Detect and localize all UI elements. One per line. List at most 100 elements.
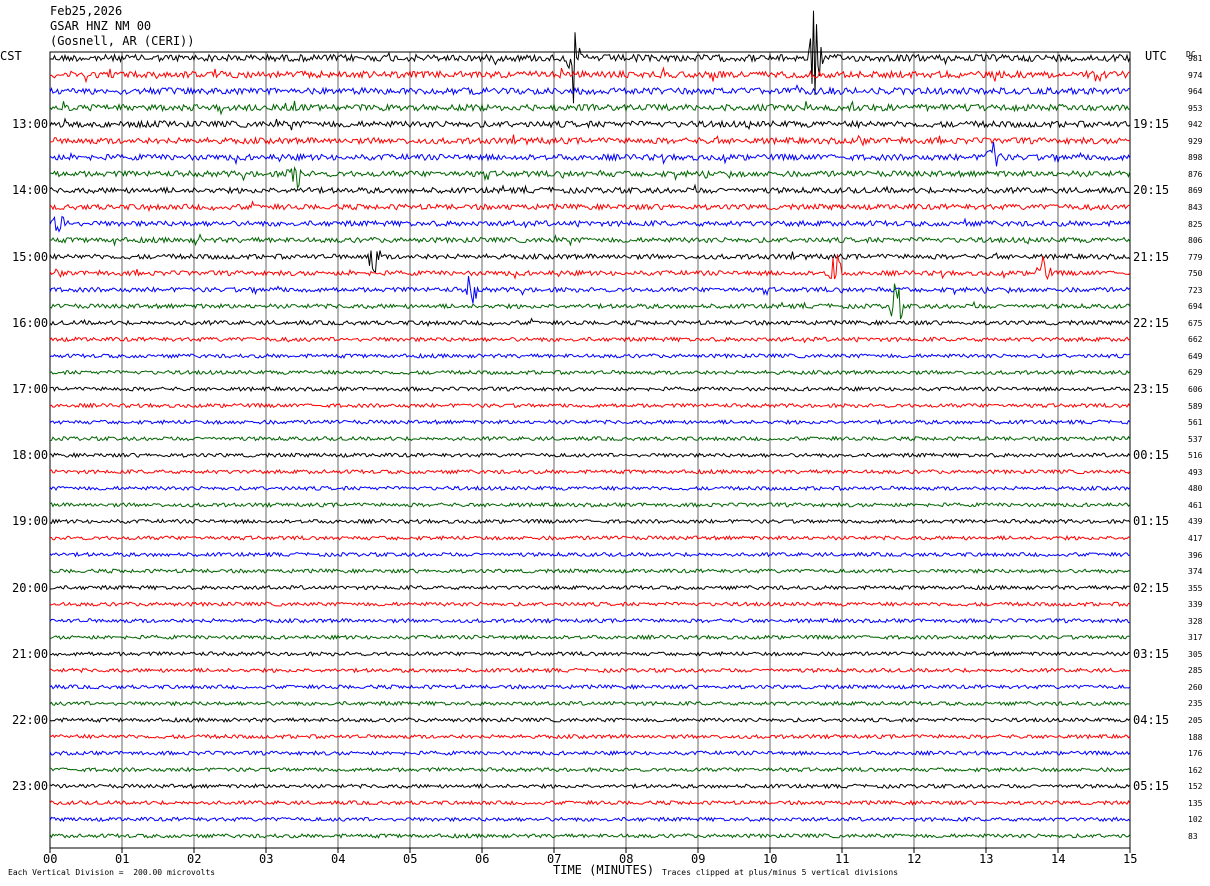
left-timezone-label: CST xyxy=(0,49,22,63)
dc-value-label: 305 xyxy=(1188,649,1203,659)
trace-line xyxy=(49,766,1131,773)
trace-line xyxy=(49,385,1131,393)
trace-line xyxy=(49,534,1131,541)
dc-value-label: 339 xyxy=(1188,600,1203,610)
trace-line xyxy=(49,66,1131,84)
trace-line xyxy=(49,584,1131,591)
dc-value-label: 537 xyxy=(1188,434,1203,444)
left-hour-label: 21:00 xyxy=(12,646,49,661)
trace-line xyxy=(50,134,1131,147)
dc-value-label: 516 xyxy=(1188,451,1203,461)
dc-value-label: 285 xyxy=(1188,666,1203,676)
trace-line xyxy=(49,233,1131,247)
trace-line xyxy=(49,254,1131,281)
left-hour-label: 18:00 xyxy=(12,448,49,463)
trace-line xyxy=(49,317,1131,328)
x-tick-label: 01 xyxy=(115,852,130,866)
right-hour-label: 23:15 xyxy=(1133,382,1170,396)
x-tick-label: 15 xyxy=(1123,852,1138,866)
trace-line xyxy=(49,336,1131,344)
dc-value-label: 843 xyxy=(1188,202,1203,212)
dc-value-label: 606 xyxy=(1188,385,1203,394)
trace-line xyxy=(49,667,1131,674)
dc-value-label: 396 xyxy=(1188,550,1203,560)
dc-value-label: 176 xyxy=(1188,749,1203,759)
right-hour-label: 00:15 xyxy=(1133,448,1170,463)
trace-line xyxy=(49,783,1131,790)
right-hour-label: 04:15 xyxy=(1133,713,1170,727)
clip-note: Traces clipped at plus/minus 5 vertical … xyxy=(662,868,899,877)
x-tick-label: 10 xyxy=(763,852,778,866)
dc-value-label: 675 xyxy=(1188,318,1203,328)
x-tick-label: 12 xyxy=(907,852,922,866)
chart-location: (Gosnell, AR (CERI)) xyxy=(50,34,195,48)
dc-value-label: 869 xyxy=(1188,186,1203,196)
dc-value-label: 374 xyxy=(1188,567,1203,577)
dc-value-label: 981 xyxy=(1188,54,1203,63)
dc-value-label: 102 xyxy=(1188,815,1203,825)
dc-value-label: 723 xyxy=(1188,285,1203,295)
trace-line xyxy=(49,485,1131,492)
left-hour-label: 16:00 xyxy=(12,315,49,330)
dc-value-label: 953 xyxy=(1188,103,1203,113)
right-hour-label: 21:15 xyxy=(1133,249,1170,264)
dc-value-label: 461 xyxy=(1188,500,1203,510)
dc-value-label: 188 xyxy=(1188,732,1203,742)
dc-value-label: 694 xyxy=(1188,302,1203,312)
dc-value-label: 135 xyxy=(1188,798,1203,808)
dc-value-label: 876 xyxy=(1188,169,1203,179)
trace-line xyxy=(49,716,1131,724)
trace-line xyxy=(49,750,1131,757)
x-tick-label: 00 xyxy=(43,852,58,866)
right-hour-label: 22:15 xyxy=(1133,315,1170,330)
scale-note: Each Vertical Division = 200.00 microvol… xyxy=(8,868,216,877)
dc-value-label: 806 xyxy=(1188,236,1203,246)
dc-value-label: 662 xyxy=(1188,335,1203,345)
trace-line xyxy=(49,369,1131,376)
trace-line xyxy=(49,435,1131,442)
x-tick-label: 14 xyxy=(1051,852,1066,866)
trace-line xyxy=(49,276,1131,304)
x-tick-label: 09 xyxy=(691,852,706,866)
x-tick-label: 04 xyxy=(331,852,346,866)
dc-value-label: 260 xyxy=(1188,682,1203,692)
left-hour-label: 19:00 xyxy=(12,514,49,529)
dc-value-label: 589 xyxy=(1188,401,1203,411)
chart-date: Feb25,2026 xyxy=(50,4,123,18)
right-hour-label: 03:15 xyxy=(1133,646,1170,661)
dc-label: DC xyxy=(1186,50,1196,59)
dc-value-label: 629 xyxy=(1188,368,1203,378)
trace-line xyxy=(49,100,1131,116)
left-hour-label: 23:00 xyxy=(12,779,49,794)
dc-value-label: 750 xyxy=(1188,269,1203,279)
trace-line xyxy=(49,141,1131,167)
dc-value-label: 205 xyxy=(1188,716,1203,725)
trace-line xyxy=(49,617,1131,624)
trace-line xyxy=(49,518,1131,525)
x-tick-label: 06 xyxy=(475,852,490,866)
dc-value-label: 317 xyxy=(1188,633,1203,643)
trace-line xyxy=(49,468,1131,475)
right-timezone-label: UTC xyxy=(1145,49,1167,63)
dc-value-label: 929 xyxy=(1188,136,1203,146)
dc-value-label: 964 xyxy=(1188,87,1203,97)
dc-value-label: 235 xyxy=(1188,699,1203,709)
trace-line xyxy=(49,700,1131,707)
right-hour-label: 02:15 xyxy=(1133,580,1170,595)
x-tick-label: 08 xyxy=(619,852,634,866)
dc-value-label: 328 xyxy=(1188,616,1203,626)
trace-line xyxy=(49,799,1131,806)
x-tick-label: 03 xyxy=(259,852,274,866)
dc-value-label: 942 xyxy=(1188,120,1203,130)
dc-value-label: 898 xyxy=(1188,153,1203,163)
dc-value-label: 561 xyxy=(1188,418,1203,428)
dc-value-label: 779 xyxy=(1188,252,1203,262)
right-hour-label: 20:15 xyxy=(1133,183,1170,198)
trace-line xyxy=(49,200,1131,213)
dc-value-label: 493 xyxy=(1188,467,1203,477)
trace-line xyxy=(49,283,1131,320)
trace-line xyxy=(49,452,1131,459)
right-hour-label: 19:15 xyxy=(1133,117,1170,132)
left-hour-label: 13:00 xyxy=(12,117,49,132)
